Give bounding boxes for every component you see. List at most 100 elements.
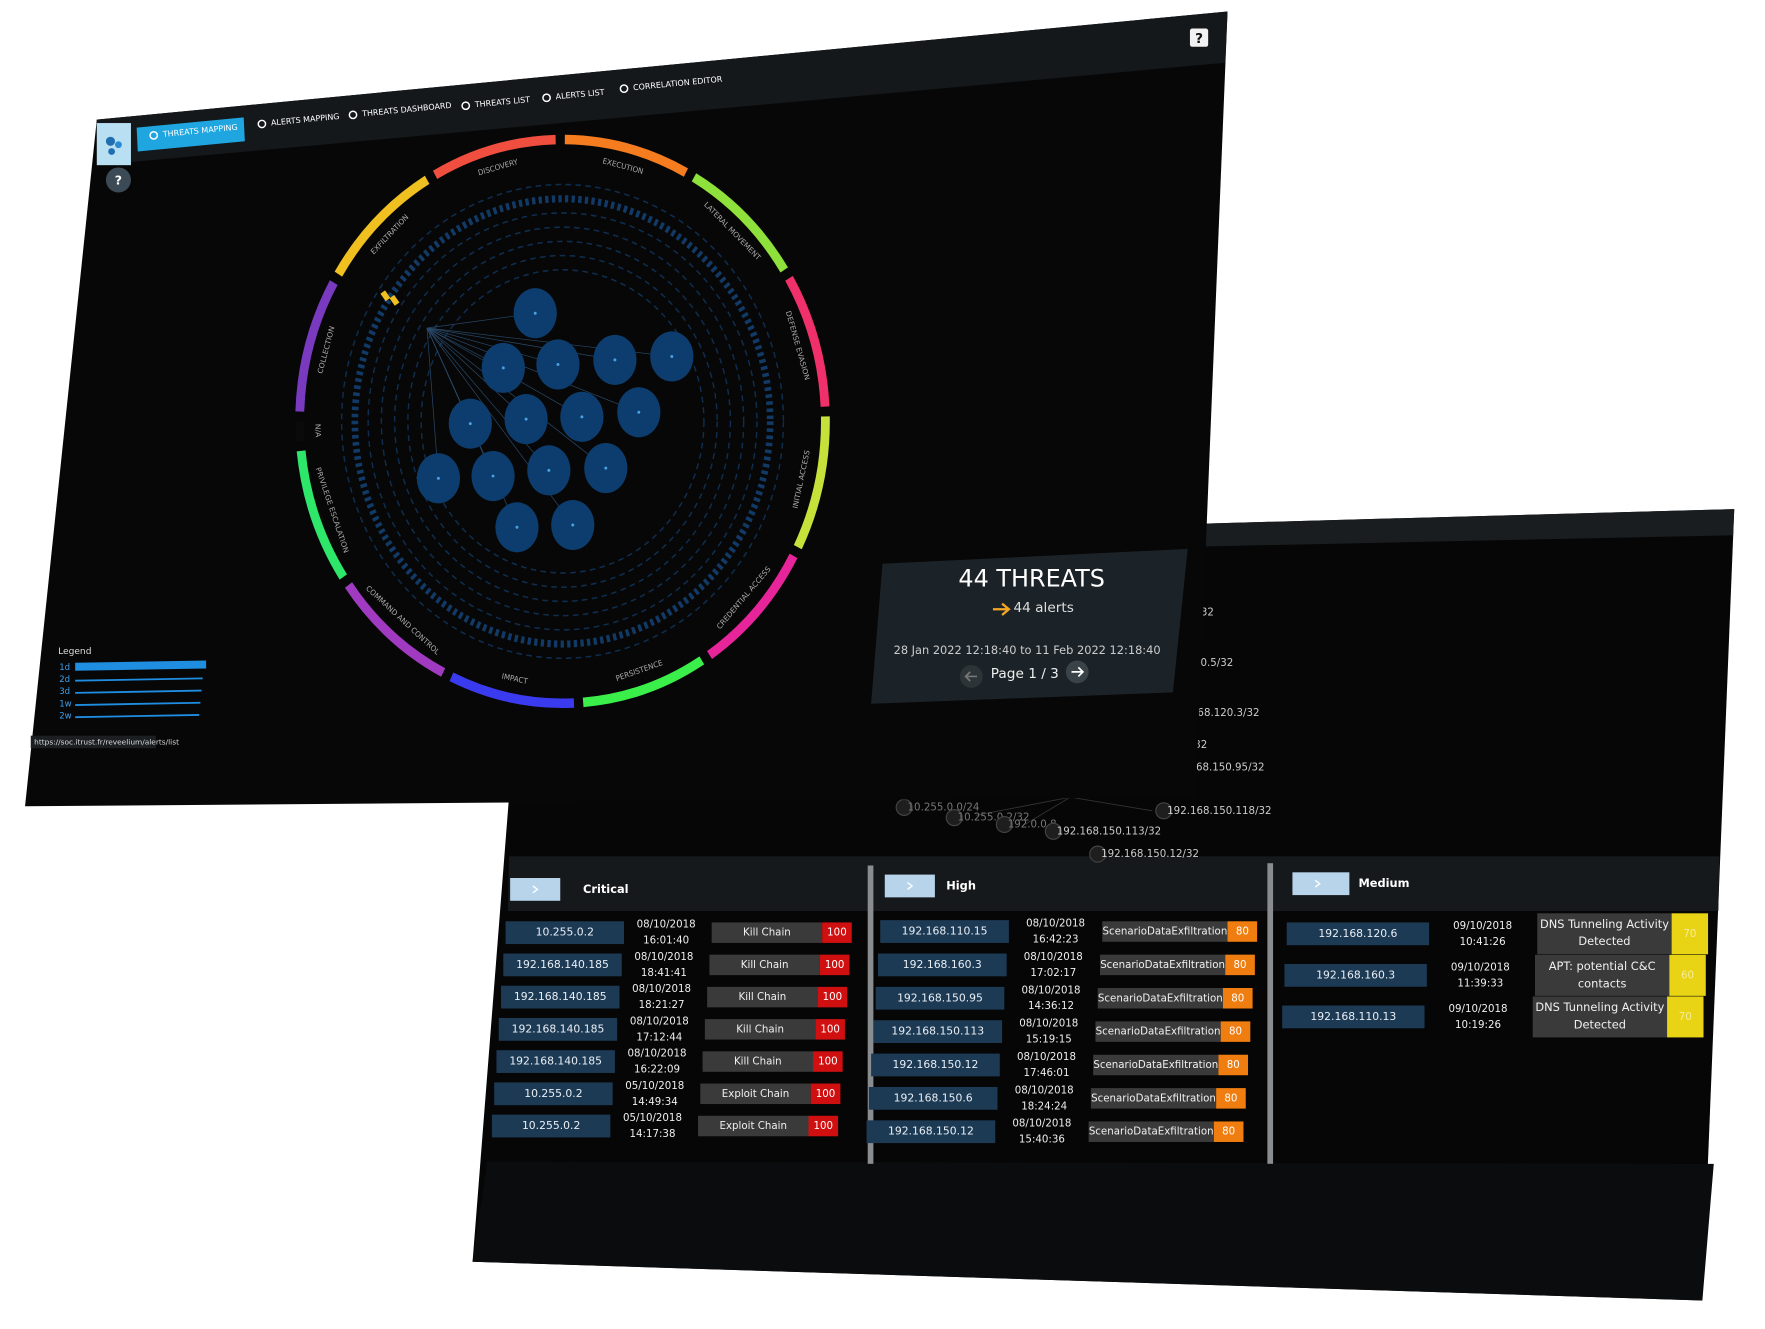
- alert-box[interactable]: [1102, 921, 1228, 942]
- help-icon[interactable]: ?: [1195, 31, 1203, 47]
- tactic-arc[interactable]: [296, 450, 347, 580]
- date: 08/10/2018: [1019, 1018, 1078, 1030]
- alert-box[interactable]: [707, 986, 818, 1008]
- ip-box[interactable]: [498, 1017, 618, 1041]
- ip-box[interactable]: [505, 921, 625, 945]
- alert-box[interactable]: [1099, 954, 1226, 976]
- ip-box[interactable]: [875, 986, 1005, 1010]
- ip-box[interactable]: [880, 920, 1009, 943]
- alert-box[interactable]: [698, 1115, 809, 1137]
- tactic-arc[interactable]: [582, 656, 705, 708]
- alert-box[interactable]: [1534, 954, 1670, 996]
- chevron[interactable]: [907, 882, 914, 890]
- column-toggle[interactable]: [510, 878, 561, 901]
- ip-box[interactable]: [503, 953, 622, 977]
- score: 100: [816, 1088, 836, 1100]
- ip-box[interactable]: [1284, 963, 1427, 987]
- alert-box[interactable]: [1097, 988, 1223, 1009]
- ip-label: 192.168.150.12/32: [1101, 848, 1199, 860]
- ip-box[interactable]: [1282, 1005, 1425, 1029]
- chevron[interactable]: [532, 885, 539, 894]
- ip-box[interactable]: [494, 1082, 613, 1106]
- legend-bar: [75, 677, 203, 682]
- ip-box[interactable]: [866, 1120, 996, 1144]
- prev-arrow[interactable]: [964, 671, 978, 682]
- ip-box[interactable]: [873, 1020, 1003, 1044]
- date: 09/10/2018: [1449, 1003, 1508, 1015]
- help-box[interactable]: [1189, 28, 1209, 47]
- nav-active[interactable]: [136, 117, 245, 152]
- alert-box[interactable]: [1088, 1121, 1214, 1142]
- tactic-arc[interactable]: [295, 421, 305, 442]
- score-box: [819, 954, 850, 976]
- ip-node[interactable]: [945, 809, 963, 827]
- tactic-arc[interactable]: [785, 275, 830, 407]
- nav-icon[interactable]: [619, 84, 629, 94]
- ip-box[interactable]: [871, 1053, 1000, 1077]
- alert-box[interactable]: [1090, 1088, 1217, 1109]
- ip-box[interactable]: [877, 953, 1007, 977]
- edge: [975, 796, 1071, 816]
- score: 80: [1229, 1026, 1242, 1038]
- nav-icon[interactable]: [461, 101, 471, 111]
- nav-icon[interactable]: [257, 119, 267, 129]
- back-footer: [472, 1161, 1714, 1301]
- threat-count: 44 THREATS: [958, 565, 1105, 593]
- column-toggle[interactable]: [884, 874, 935, 898]
- score-box: [1222, 988, 1253, 1009]
- nav-icon[interactable]: [542, 93, 551, 103]
- ip-box[interactable]: [491, 1114, 611, 1138]
- alert-name: Exploit Chain: [722, 1088, 789, 1100]
- tactic-arc[interactable]: [564, 134, 689, 177]
- ip-box[interactable]: [501, 985, 620, 1009]
- info-button[interactable]: [105, 167, 131, 193]
- score-box: [817, 986, 848, 1008]
- ip-node[interactable]: [995, 815, 1013, 834]
- tactic-arc[interactable]: [344, 582, 446, 677]
- tactic-arc[interactable]: [334, 175, 430, 277]
- node-dot: [533, 311, 537, 315]
- ip-box[interactable]: [496, 1050, 615, 1073]
- nav-icon[interactable]: [348, 110, 358, 120]
- tactic-arc[interactable]: [295, 280, 338, 412]
- ip-node[interactable]: [895, 798, 913, 816]
- tactic-arc[interactable]: [432, 134, 556, 180]
- alert-name: Kill Chain: [741, 959, 789, 971]
- score-box: [1225, 954, 1255, 976]
- next-arrow[interactable]: [1071, 666, 1085, 678]
- ip: 192.168.160.3: [1316, 968, 1395, 981]
- alert-box[interactable]: [711, 922, 823, 943]
- ip-node[interactable]: [1155, 802, 1173, 820]
- chevron[interactable]: [1314, 879, 1321, 888]
- alert-box[interactable]: [702, 1051, 814, 1072]
- tactic-arc[interactable]: [449, 672, 575, 708]
- score: 70: [1683, 928, 1696, 940]
- alert-box[interactable]: [1095, 1021, 1221, 1042]
- ip-box[interactable]: [1286, 922, 1430, 946]
- alert-box[interactable]: [1537, 913, 1672, 955]
- alert-box[interactable]: [709, 954, 820, 976]
- edge: [1024, 796, 1071, 825]
- alert-name: Exploit Chain: [720, 1120, 787, 1132]
- nav-icon[interactable]: [149, 130, 159, 140]
- ip-label: .168.120.3/32: [1188, 707, 1260, 719]
- alert-box[interactable]: [704, 1019, 816, 1040]
- tactic-arc[interactable]: [707, 553, 798, 659]
- score: 80: [1231, 992, 1244, 1004]
- ip-box[interactable]: [868, 1086, 998, 1110]
- info-icon[interactable]: ?: [115, 173, 122, 188]
- score-box: [1671, 913, 1709, 955]
- time: 18:21:27: [639, 999, 685, 1011]
- ip-node[interactable]: [1044, 822, 1062, 840]
- marker: [380, 290, 391, 302]
- alert-box[interactable]: [1532, 996, 1668, 1038]
- tactic-arc[interactable]: [793, 416, 830, 550]
- tactic-arc[interactable]: [691, 173, 788, 273]
- alert-box[interactable]: [1093, 1054, 1219, 1076]
- alert-name: ScenarioDataExfiltration: [1093, 1059, 1218, 1071]
- orbit: [351, 195, 774, 648]
- url-box: [30, 735, 157, 749]
- alert-box[interactable]: [700, 1083, 811, 1105]
- ip-node[interactable]: [1089, 845, 1107, 863]
